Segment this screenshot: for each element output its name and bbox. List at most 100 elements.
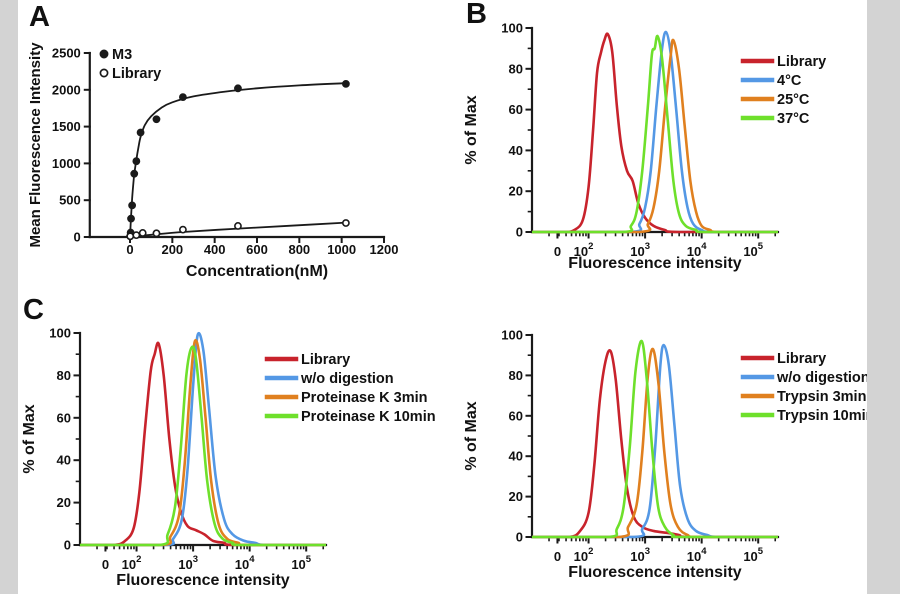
x-tick-label-zero: 0 (554, 244, 561, 259)
x-tick-label-zero: 0 (102, 557, 109, 572)
y-tick-label: 20 (509, 184, 523, 199)
y-tick-label: 40 (509, 449, 523, 464)
y-tick-label: 20 (509, 489, 523, 504)
legend-label: Trypsin 10min (777, 408, 875, 424)
y-tick-label: 20 (57, 495, 71, 510)
histogram-curve-w/o digestion (79, 331, 326, 547)
x-tick-label: 400 (204, 242, 226, 257)
y-tick-label: 60 (509, 408, 523, 423)
legend-label: Library (777, 351, 826, 367)
y-tick-label: 0 (64, 538, 71, 553)
histogram-curve-Proteinase K 10min (79, 345, 326, 547)
y-tick-label: 40 (57, 453, 71, 468)
x-tick-label: 600 (246, 242, 268, 257)
y-tick-label: 80 (57, 368, 71, 383)
x-tick-label: 0 (126, 242, 133, 257)
data-point-M3 (152, 115, 161, 124)
legend-label: Proteinase K 10min (301, 409, 436, 425)
binding-curve-chart: 0 200 400 600 800 1000 1200 0 500 1000 1500 2000 250… (27, 42, 399, 280)
x-tick-label: 102 (574, 546, 594, 564)
data-point-Library (152, 229, 161, 238)
panel-label-a: A (29, 1, 50, 33)
y-tick-label: 0 (516, 225, 523, 240)
y-tick-label: 500 (59, 193, 81, 208)
legend-label: Library (301, 352, 350, 368)
legend-label: Library (777, 54, 826, 70)
fit-curve-M3 (129, 82, 346, 238)
legend-marker-Library (99, 68, 109, 78)
y-tick-label: 2500 (52, 46, 81, 61)
histogram-curve-Trypsin 10min (531, 339, 778, 539)
data-point-M3 (136, 128, 145, 137)
data-point-M3 (127, 214, 135, 223)
histogram-curve-37°C (531, 34, 778, 234)
x-axis-title: Fluorescence intensity (568, 564, 741, 581)
legend-label: w/o digestion (776, 370, 870, 386)
y-tick-label: 60 (509, 102, 523, 117)
histogram-curve-w/o digestion (531, 343, 778, 539)
y-axis-title: % of Max (21, 404, 38, 473)
y-tick-label: 1000 (52, 156, 81, 171)
histogram-curve-25°C (531, 38, 778, 234)
x-tick-label: 103 (178, 554, 198, 572)
y-tick-label: 100 (501, 328, 523, 343)
x-tick-label: 103 (630, 546, 650, 564)
data-point-M3 (128, 201, 137, 210)
y-tick-label: 60 (57, 410, 71, 425)
data-point-Library (234, 222, 242, 230)
trypsin-histogram-chart: 0 102 103 104 105 0 20 40 60 80 100 Fluorescence in… (463, 328, 875, 582)
x-tick-label: 105 (291, 554, 311, 572)
y-tick-label: 0 (74, 230, 81, 245)
y-tick-label: 2000 (52, 82, 81, 97)
panel-label-c: C (23, 294, 44, 326)
proteinase-k-histogram-chart: 0 102 103 104 105 0 20 40 60 80 100 Fluorescence in… (21, 326, 436, 590)
histogram-curve-4°C (531, 30, 778, 234)
legend-label: Trypsin 3min (777, 389, 866, 405)
legend-label: w/o digestion (300, 371, 394, 387)
y-tick-label: 100 (49, 326, 71, 341)
y-tick-label: 100 (501, 21, 523, 36)
data-point-Library (132, 231, 141, 240)
y-axis-title: % of Max (463, 401, 480, 470)
x-axis-title: Fluorescence intensity (116, 572, 289, 589)
data-point-M3 (130, 169, 139, 178)
legend-label: 25°C (777, 92, 810, 108)
x-tick-label: 1200 (370, 242, 399, 257)
legend-label: Proteinase K 3min (301, 390, 428, 406)
data-point-Library (138, 229, 147, 237)
x-axis-title: Fluorescence intensity (568, 255, 741, 272)
y-axis-title: % of Max (463, 95, 480, 164)
x-axis-title: Concentration(nM) (186, 263, 328, 280)
fit-curve-Library (129, 221, 346, 238)
right-gray-border (867, 0, 900, 594)
legend-label: 37°C (777, 111, 810, 127)
y-tick-label: 80 (509, 61, 523, 76)
data-point-Library (179, 225, 187, 234)
y-axis-title: Mean Fluorescence Intensity (27, 42, 44, 248)
histogram-curve-Library (79, 341, 326, 547)
x-tick-label-zero: 0 (554, 549, 561, 564)
legend-label: 4°C (777, 73, 802, 89)
y-tick-label: 0 (516, 530, 523, 545)
histogram-curve-Proteinase K 3min (79, 339, 326, 547)
y-tick-label: 1500 (52, 119, 81, 134)
legend-label: M3 (112, 47, 132, 63)
x-tick-label: 105 (743, 241, 763, 259)
x-tick-label: 200 (161, 242, 183, 257)
x-tick-label: 104 (687, 546, 707, 564)
y-tick-label: 80 (509, 368, 523, 383)
data-point-M3 (234, 84, 242, 93)
data-point-M3 (179, 93, 187, 102)
x-tick-label: 105 (743, 546, 763, 564)
legend-marker-M3 (99, 49, 109, 59)
histogram-curve-Library (531, 32, 778, 234)
data-point-M3 (341, 80, 350, 88)
x-tick-label: 102 (122, 554, 142, 572)
data-point-M3 (132, 157, 141, 166)
histogram-curve-Trypsin 3min (531, 347, 778, 539)
left-gray-border (0, 0, 18, 594)
data-point-Library (126, 232, 135, 241)
y-tick-label: 40 (509, 143, 523, 158)
